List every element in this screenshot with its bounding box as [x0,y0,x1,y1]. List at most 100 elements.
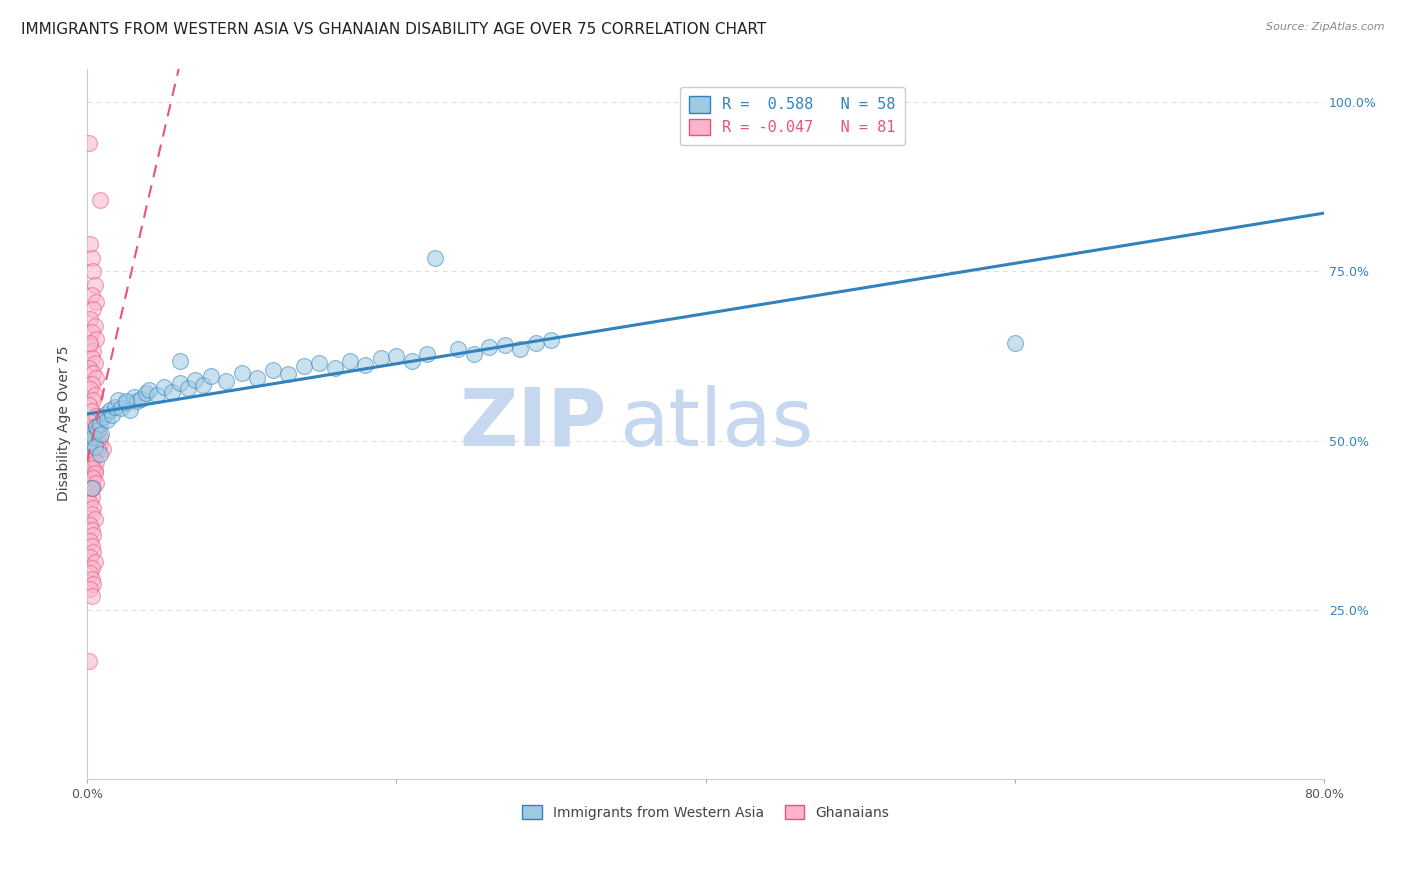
Point [83,439,105,453]
Point [79,582,101,597]
Point [370,351,392,365]
Point [401,353,423,368]
Point [83,466,105,480]
Point [77,399,100,413]
Point [82,430,104,444]
Point [86,332,108,346]
Point [215,374,238,388]
Point [83,318,105,333]
Point [82,528,104,542]
Point [478,340,501,354]
Point [80,572,103,586]
Point [79,415,101,429]
Point [79,436,101,450]
Point [86,420,108,434]
Point [125,394,148,409]
Point [80,460,103,475]
Point [89,430,111,444]
Point [83,356,105,370]
Point [82,344,104,359]
Point [509,343,531,357]
Point [87,426,110,441]
Point [80,326,103,340]
Text: atlas: atlas [619,384,814,463]
Point [86,371,108,385]
Point [82,450,104,465]
Point [160,384,183,399]
Point [82,501,104,516]
Point [82,301,104,316]
Point [80,468,103,483]
Point [82,471,104,485]
Point [246,371,269,385]
Point [79,496,101,510]
Point [385,349,408,363]
Point [169,376,191,391]
Point [83,432,105,446]
Point [83,387,105,401]
Point [540,334,562,348]
Point [308,356,330,370]
Point [83,463,105,477]
Point [94,407,117,421]
Point [423,251,446,265]
Point [79,533,101,548]
Point [80,404,103,418]
Point [80,589,103,603]
Point [87,442,110,457]
Point [82,424,104,438]
Point [79,335,101,350]
Point [79,437,101,451]
Point [135,386,157,401]
Point [169,353,191,368]
Point [354,358,377,372]
Point [82,392,104,407]
Point [463,347,485,361]
Point [96,413,118,427]
Point [86,409,108,424]
Point [80,491,103,505]
Point [83,425,105,440]
Point [80,507,103,521]
Point [89,194,111,208]
Point [91,442,114,456]
Point [86,420,108,434]
Point [79,311,101,326]
Point [339,353,361,368]
Point [77,136,100,150]
Y-axis label: Disability Age Over 75: Disability Age Over 75 [58,346,72,501]
Point [82,420,104,434]
Point [90,426,112,441]
Point [323,360,346,375]
Point [79,566,101,581]
Point [89,437,111,451]
Point [77,485,100,500]
Point [104,400,127,414]
Point [184,373,207,387]
Point [82,264,104,278]
Point [80,561,103,575]
Point [122,390,145,404]
Point [83,278,105,293]
Point [80,539,103,553]
Text: Source: ZipAtlas.com: Source: ZipAtlas.com [1267,22,1385,32]
Point [91,409,114,424]
Point [107,392,129,407]
Point [86,455,108,469]
Point [110,401,132,416]
Point [79,237,101,252]
Point [79,549,101,564]
Point [80,523,103,537]
Point [80,481,103,495]
Legend: Immigrants from Western Asia, Ghanaians: Immigrants from Western Asia, Ghanaians [516,799,894,825]
Point [120,403,142,417]
Point [101,408,124,422]
Point [80,288,103,302]
Point [79,474,101,488]
Point [89,417,111,431]
Point [200,369,222,384]
Point [83,512,105,526]
Point [292,359,315,374]
Point [79,517,101,532]
Point [231,366,253,380]
